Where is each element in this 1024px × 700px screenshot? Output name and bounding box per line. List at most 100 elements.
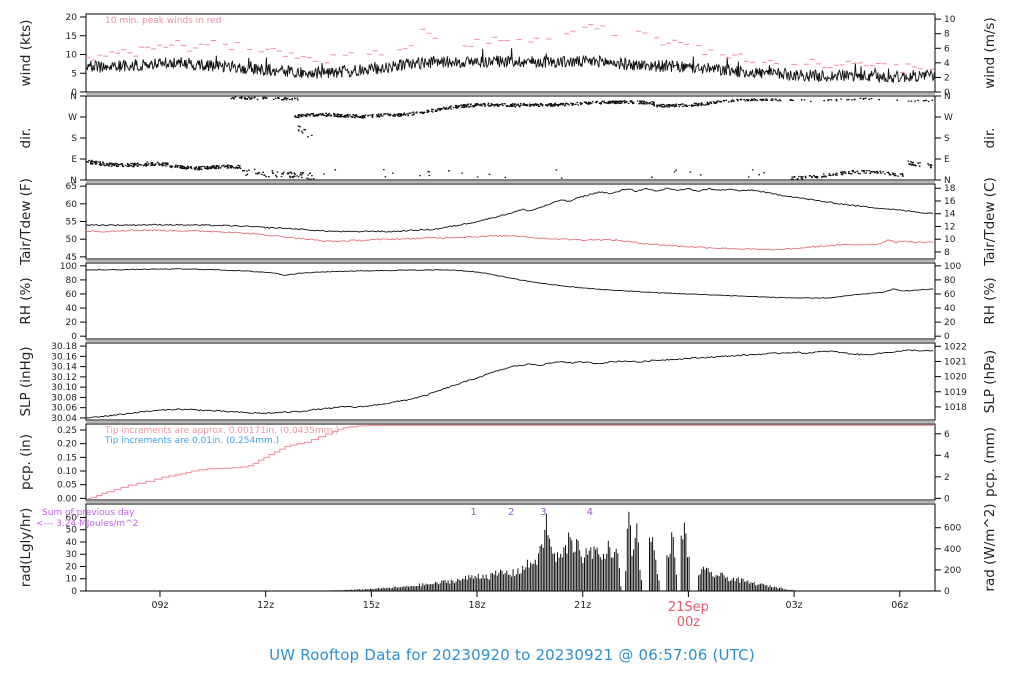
axis-label-left-rh: RH (%)	[18, 277, 34, 324]
y-tick-label: N	[70, 92, 77, 102]
y-tick-label: 1020	[944, 373, 967, 383]
annotation: 4	[587, 507, 593, 518]
series-cumulative-precip	[87, 424, 935, 499]
y-tick-label: 30.06	[51, 404, 77, 414]
y-tick-label: 8	[944, 248, 950, 258]
y-tick-label: 6	[944, 430, 950, 440]
panel-pcp: 0.00 0.05 0.10 0.15 0.20 0.25 0 2 4 6 pcp. (in) pcp…	[18, 423, 998, 504]
y-tick-label: 0.15	[57, 453, 77, 463]
series-wind-avg	[86, 48, 936, 84]
x-tick-label: 00z	[677, 615, 701, 630]
series-relative-humidity	[86, 268, 934, 299]
y-tick-label: 0	[71, 88, 77, 98]
x-tick-label: 12z	[257, 600, 274, 611]
panel-frame	[85, 262, 936, 340]
y-tick-label: 30.18	[51, 342, 77, 352]
y-tick-label: 16	[944, 197, 956, 207]
axis-label-left-dir: dir.	[18, 128, 34, 149]
y-tick-label: 1021	[944, 357, 967, 367]
y-tick-label: N	[944, 176, 951, 186]
y-tick-label: 10	[66, 51, 78, 61]
y-tick-label: 4	[944, 451, 950, 461]
y-tick-label: 18	[944, 184, 956, 194]
y-tick-label: 1022	[944, 342, 967, 352]
axis-label-right-rad: rad (W/m^2)	[982, 503, 998, 591]
y-tick-label: 20	[66, 562, 78, 572]
y-tick-label: 20	[944, 318, 956, 328]
panel-wind: 0 5 10 15 20 0 2 4 6 8 10 wind (kts) wind (m/s) 10 mi…	[18, 13, 998, 98]
y-tick-label: E	[71, 155, 77, 165]
x-tick-label: 15z	[363, 600, 380, 611]
y-tick-label: 100	[944, 262, 961, 272]
y-tick-label: 6	[944, 44, 950, 54]
annotation: 2	[508, 507, 514, 518]
annotation: Tip increments are approx. 0.00171in. (0…	[104, 426, 339, 436]
y-tick-label: 55	[66, 218, 77, 228]
y-tick-label: 30.08	[51, 393, 77, 403]
y-tick-label: 5	[71, 69, 77, 79]
y-tick-label: 30.16	[51, 352, 77, 362]
y-tick-label: 20	[66, 13, 78, 23]
axis-label-right-dir: dir.	[982, 128, 998, 149]
y-tick-label: 2	[944, 473, 950, 483]
y-tick-label: 40	[66, 538, 78, 548]
y-tick-label: 0	[944, 88, 950, 98]
y-tick-label: E	[944, 155, 950, 165]
y-tick-label: 45	[66, 253, 77, 263]
y-tick-label: 30.14	[51, 363, 77, 373]
panel-frame	[85, 183, 936, 260]
panel-frame	[85, 423, 936, 501]
panel-rh: 0 20 40 60 80 100 0 20 40 60 80 100 RH (%) RH (%)	[18, 262, 998, 342]
y-tick-label: 0.05	[57, 481, 77, 491]
panel-slp: 30.0430.0630.0830.1030.1230.1430.1630.18…	[18, 342, 998, 424]
y-tick-label: 8	[944, 30, 950, 40]
y-tick-label: 30.12	[51, 373, 77, 383]
x-tick-label: 03z	[786, 600, 803, 611]
y-tick-label: 80	[66, 276, 78, 286]
y-tick-label: 1019	[944, 388, 967, 398]
y-tick-label: 4	[944, 59, 950, 69]
y-tick-label: 30.04	[51, 414, 77, 424]
x-tick-label: 09z	[151, 600, 168, 611]
y-tick-label: 10	[944, 235, 956, 245]
axis-label-left-wind: wind (kts)	[18, 20, 34, 87]
axis-label-right-wind: wind (m/s)	[982, 17, 998, 88]
chart-title: UW Rooftop Data for 20230920 to 20230921…	[269, 646, 755, 664]
y-tick-label: 14	[944, 210, 956, 220]
series-tdew	[85, 229, 934, 251]
series-sea-level-pressure	[85, 349, 934, 419]
y-tick-label: 0	[944, 494, 950, 504]
y-tick-label: 30.10	[51, 383, 77, 393]
y-tick-label: W	[68, 113, 77, 123]
y-tick-label: S	[944, 134, 950, 144]
y-tick-label: 0	[944, 587, 950, 597]
axis-label-right-pcp: pcp. (mm)	[982, 427, 998, 497]
y-tick-label: N	[70, 176, 77, 186]
x-tick-label: 06z	[891, 600, 908, 611]
y-tick-label: 65	[66, 182, 77, 192]
y-tick-label: 60	[944, 290, 956, 300]
axis-label-right-rh: RH (%)	[982, 277, 998, 324]
y-tick-label: 50	[66, 526, 78, 536]
y-tick-label: 30	[66, 550, 78, 560]
series-wind-peak	[85, 24, 935, 73]
y-tick-label: 10	[944, 15, 956, 25]
y-tick-label: 50	[66, 235, 78, 245]
y-tick-label: 0.20	[57, 440, 77, 450]
series-solar-radiation	[314, 511, 799, 591]
series-wind-direction	[86, 96, 934, 181]
y-tick-label: 40	[66, 304, 78, 314]
y-tick-label: N	[944, 92, 951, 102]
x-tick-label-date: 21Sep	[668, 600, 709, 615]
axis-label-left-pcp: pcp. (in)	[18, 434, 34, 490]
panel-frame	[85, 342, 936, 421]
annotation: 1	[470, 507, 476, 518]
y-tick-label: 60	[66, 290, 78, 300]
y-tick-label: 0.25	[57, 426, 77, 436]
y-tick-label: 100	[60, 262, 77, 272]
y-tick-label: 20	[66, 318, 78, 328]
axis-label-left-rad: rad(Lgly/hr)	[18, 508, 34, 587]
